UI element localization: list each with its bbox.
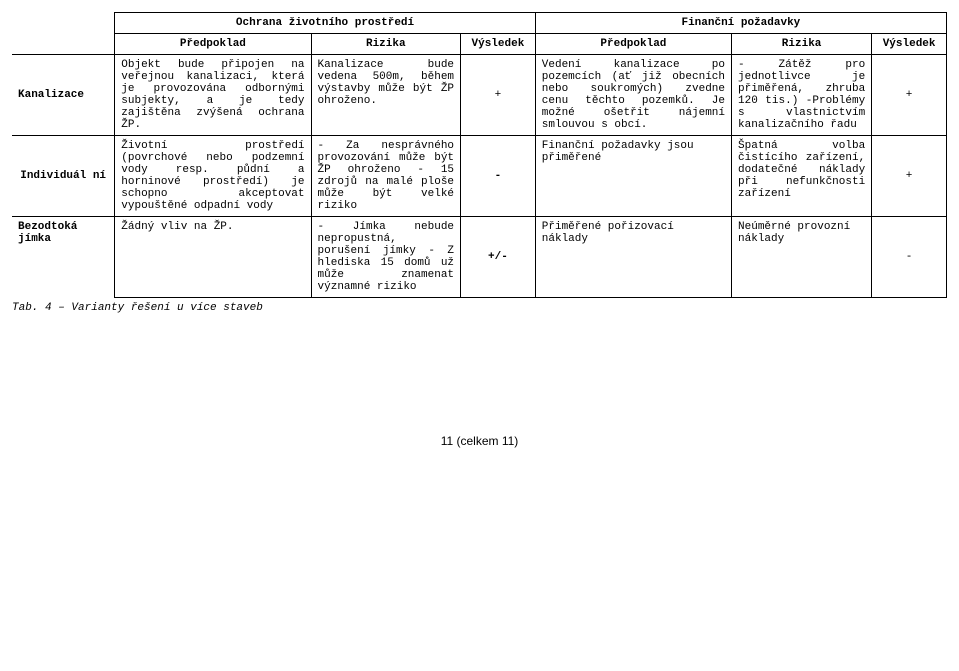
table-row: Bezodtoká jímka Žádný vliv na ŽP. - Jímk… [12, 217, 947, 298]
cell-jimka-fin-pred: Přiměřené pořizovací náklady [535, 217, 731, 298]
cell-indiv-fin-pred: Finanční požadavky jsou přiměřené [535, 136, 731, 217]
table-header-row-1: Ochrana životního prostředí Finanční pož… [12, 13, 947, 34]
header-blank-2 [12, 34, 115, 55]
cell-indiv-env-pred: Životní prostředí (povrchové nebo podzem… [115, 136, 311, 217]
cell-kanal-fin-pred: Vedení kanalizace po pozemcích (ať již o… [535, 55, 731, 136]
table-row: Kanalizace Objekt bude připojen na veřej… [12, 55, 947, 136]
cell-jimka-env-vys: +/- [461, 217, 536, 298]
page-footer: 11 (celkem 11) [12, 434, 947, 448]
cell-indiv-env-vys: - [461, 136, 536, 217]
cell-jimka-fin-riz: Neúměrné provozní náklady [732, 217, 872, 298]
header-env-vys: Výsledek [461, 34, 536, 55]
header-fin: Finanční požadavky [535, 13, 946, 34]
cell-kanal-env-vys: + [461, 55, 536, 136]
header-fin-pred: Předpoklad [535, 34, 731, 55]
header-blank [12, 13, 115, 34]
cell-kanal-env-pred: Objekt bude připojen na veřejnou kanaliz… [115, 55, 311, 136]
main-table: Ochrana životního prostředí Finanční pož… [12, 12, 947, 298]
cell-jimka-env-riz: - Jímka nebude nepropustná, porušení jím… [311, 217, 461, 298]
cell-kanal-fin-vys: + [872, 55, 947, 136]
header-fin-vys: Výsledek [872, 34, 947, 55]
header-env: Ochrana životního prostředí [115, 13, 536, 34]
cell-jimka-fin-vys: - [872, 217, 947, 298]
header-fin-riz: Rizika [732, 34, 872, 55]
cell-jimka-env-pred: Žádný vliv na ŽP. [115, 217, 311, 298]
table-row: Individuál ní Životní prostředí (povrcho… [12, 136, 947, 217]
cell-indiv-env-riz: - Za nesprávného provozování může být ŽP… [311, 136, 461, 217]
row-label-kanal: Kanalizace [12, 55, 115, 136]
table-caption: Tab. 4 – Varianty řešení u více staveb [12, 302, 947, 314]
row-label-jimka: Bezodtoká jímka [12, 217, 115, 298]
cell-indiv-fin-vys: + [872, 136, 947, 217]
cell-kanal-env-riz: Kanalizace bude vedena 500m, během výsta… [311, 55, 461, 136]
header-env-pred: Předpoklad [115, 34, 311, 55]
table-header-row-2: Předpoklad Rizika Výsledek Předpoklad Ri… [12, 34, 947, 55]
header-env-riz: Rizika [311, 34, 461, 55]
row-label-indiv: Individuál ní [12, 136, 115, 217]
cell-indiv-fin-riz: Špatná volba čistícího zařízení, dodateč… [732, 136, 872, 217]
cell-kanal-fin-riz: - Zátěž pro jednotlivce je přiměřená, zh… [732, 55, 872, 136]
